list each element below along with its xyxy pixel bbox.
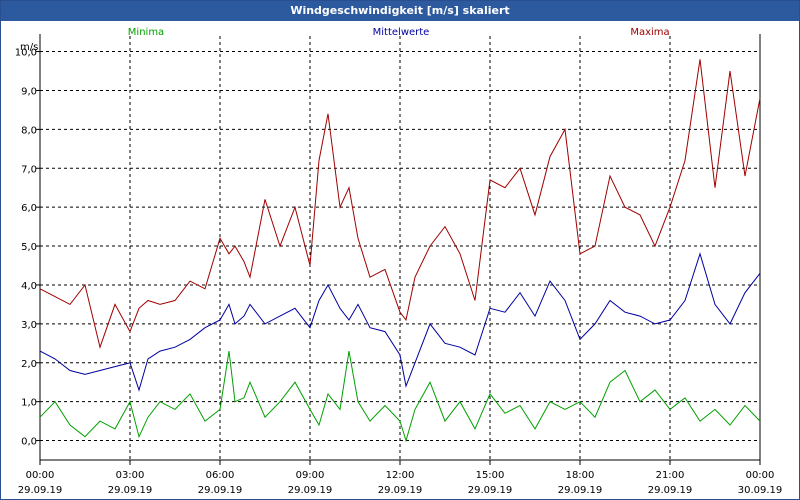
y-tick-label: 4,0 <box>21 281 37 292</box>
x-tick-date: 29.09.19 <box>18 485 63 496</box>
x-tick-date: 30.09.19 <box>738 485 783 496</box>
y-tick-label: 3,0 <box>21 320 37 331</box>
legend-minima: Minima <box>128 27 164 38</box>
y-tick-label: 2,0 <box>21 359 37 370</box>
x-tick-date: 29.09.19 <box>288 485 333 496</box>
chart-series <box>39 59 761 443</box>
series-line-minima <box>39 351 761 443</box>
y-axis-unit: m/s <box>20 42 38 53</box>
x-tick-date: 29.09.19 <box>198 485 243 496</box>
chart-legend: Minima Mittelwerte Maxima <box>128 27 670 38</box>
y-tick-label: 5,0 <box>21 242 37 253</box>
x-tick-time: 06:00 <box>206 470 235 481</box>
y-tick-label: 10,0 <box>15 48 37 59</box>
x-tick-time: 09:00 <box>296 470 325 481</box>
x-tick-date: 29.09.19 <box>558 485 603 496</box>
x-tick-time: 15:00 <box>476 470 505 481</box>
legend-mittelwerte: Mittelwerte <box>373 27 430 38</box>
x-tick-time: 18:00 <box>566 470 595 481</box>
x-tick-time: 00:00 <box>26 470 55 481</box>
x-tick-time: 21:00 <box>656 470 685 481</box>
x-tick-date: 29.09.19 <box>108 485 153 496</box>
x-tick-time: 00:00 <box>746 470 775 481</box>
y-tick-label: 0,0 <box>21 437 37 448</box>
series-line-maxima <box>39 59 761 349</box>
x-tick-time: 03:00 <box>116 470 145 481</box>
x-tick-date: 29.09.19 <box>468 485 513 496</box>
y-tick-label: 9,0 <box>21 86 37 97</box>
legend-maxima: Maxima <box>630 27 669 38</box>
x-tick-date: 29.09.19 <box>378 485 423 496</box>
y-tick-label: 6,0 <box>21 203 37 214</box>
y-tick-label: 1,0 <box>21 398 37 409</box>
y-tick-label: 8,0 <box>21 125 37 136</box>
chart-grid <box>40 36 760 460</box>
x-axis-ticks: 00:00 29.09.19 03:00 29.09.19 06:00 29.09.19 0… <box>18 460 783 496</box>
window-title: Windgeschwindigkeit [m/s] skaliert <box>1 1 799 21</box>
series-line-mittelwerte <box>39 252 761 392</box>
y-tick-label: 7,0 <box>21 164 37 175</box>
x-tick-date: 29.09.19 <box>648 485 693 496</box>
y-axis-ticks: 0,0 1,0 2,0 3,0 4,0 5,0 6,0 7,0 8,0 9,0 10,0 <box>15 48 40 448</box>
x-tick-time: 12:00 <box>386 470 415 481</box>
